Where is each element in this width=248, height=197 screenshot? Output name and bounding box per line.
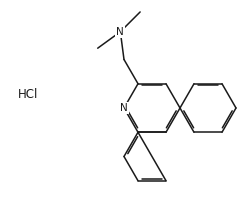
Text: N: N [117,27,124,37]
Text: HCl: HCl [18,88,39,101]
Text: N: N [120,103,128,113]
